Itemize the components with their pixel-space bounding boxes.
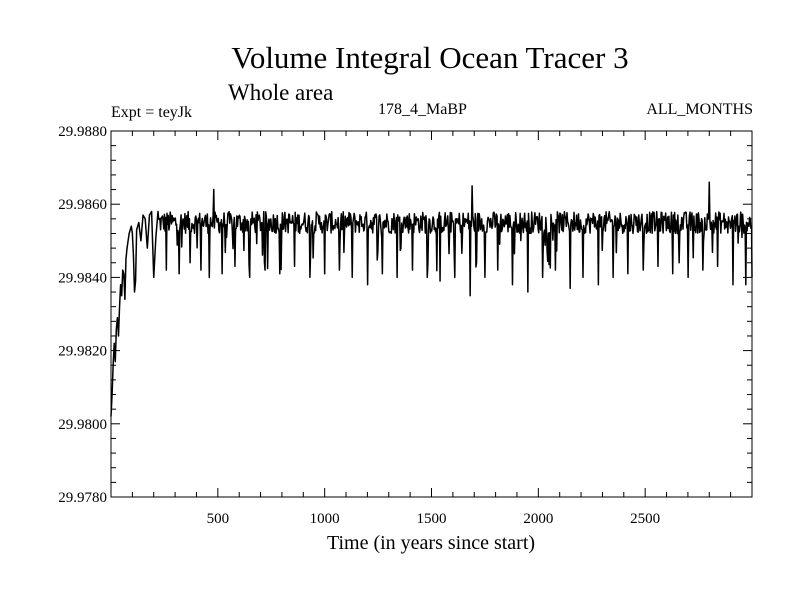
period-label: 178_4_MaBP bbox=[378, 101, 467, 118]
x-tick-label: 2000 bbox=[523, 511, 553, 527]
x-tick-label: 1000 bbox=[310, 511, 340, 527]
y-tick-label: 29.9880 bbox=[58, 124, 107, 140]
series-line bbox=[110, 181, 753, 417]
y-tick-label: 29.9860 bbox=[58, 197, 107, 213]
tick-labels: 500 1000 1500 2000 2500 29.9780 29.9800 29.9820… bbox=[58, 124, 660, 527]
axis-ticks bbox=[111, 131, 752, 497]
x-axis-label: Time (in years since start) bbox=[327, 532, 535, 554]
y-tick-label: 29.9800 bbox=[58, 417, 107, 433]
x-tick-label: 2500 bbox=[630, 511, 660, 527]
chart-title: Volume Integral Ocean Tracer 3 bbox=[231, 40, 629, 75]
chart-subtitle: Whole area bbox=[228, 80, 334, 105]
plot-frame bbox=[110, 130, 753, 498]
experiment-label: Expt = teyJk bbox=[111, 104, 193, 121]
y-tick-label: 29.9840 bbox=[58, 270, 107, 286]
y-tick-label: 29.9780 bbox=[58, 490, 107, 506]
x-tick-label: 500 bbox=[207, 511, 230, 527]
x-tick-label: 1500 bbox=[417, 511, 447, 527]
y-tick-label: 29.9820 bbox=[58, 344, 107, 360]
months-label: ALL_MONTHS bbox=[646, 101, 753, 118]
